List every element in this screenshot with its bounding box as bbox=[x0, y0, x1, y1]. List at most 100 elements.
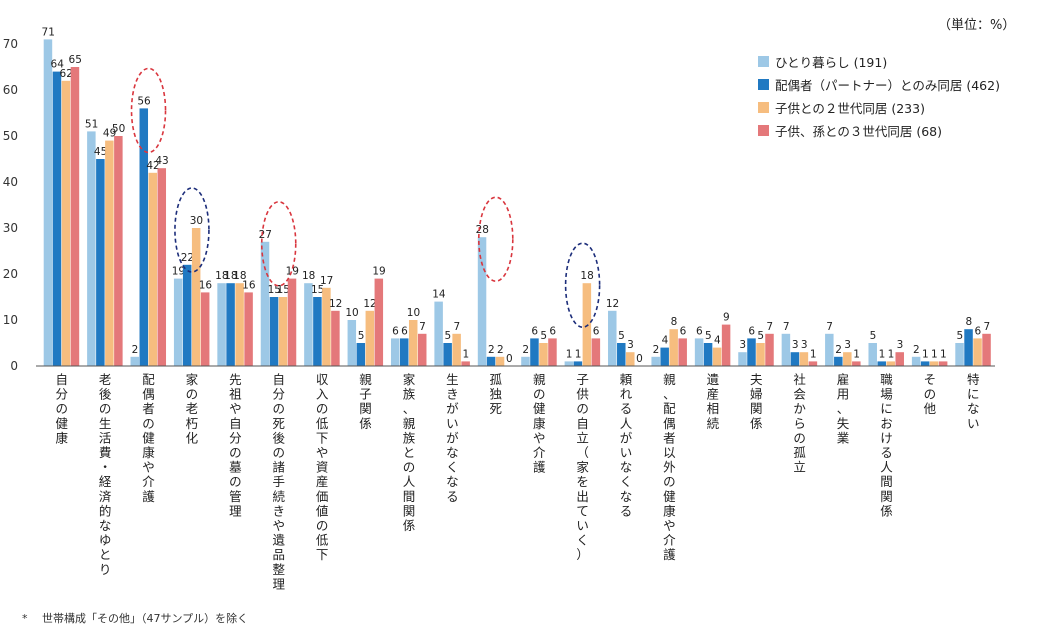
category-label: 遺産相続 bbox=[707, 372, 720, 431]
data-label: 2 bbox=[522, 344, 529, 356]
data-label: 18 bbox=[215, 270, 228, 282]
data-label: 5 bbox=[358, 330, 365, 342]
bar bbox=[278, 297, 288, 366]
data-label: 6 bbox=[748, 325, 755, 337]
data-label: 2 bbox=[132, 344, 139, 356]
data-label: 4 bbox=[714, 335, 721, 347]
data-label: 45 bbox=[94, 146, 107, 158]
data-label: 0 bbox=[636, 353, 643, 365]
data-label: 71 bbox=[42, 26, 55, 38]
data-label: 10 bbox=[407, 307, 420, 319]
data-label: 3 bbox=[897, 339, 904, 351]
bar bbox=[495, 356, 505, 366]
data-label: 7 bbox=[766, 321, 773, 333]
data-label: 19 bbox=[172, 266, 185, 278]
data-label: 2 bbox=[913, 344, 920, 356]
bar bbox=[712, 347, 722, 366]
data-label: 1 bbox=[853, 348, 860, 360]
data-label: 3 bbox=[792, 339, 799, 351]
data-label: 1 bbox=[463, 348, 470, 360]
data-label: 6 bbox=[401, 325, 408, 337]
category-label: 子供の自立（家を出ていく） bbox=[576, 372, 589, 562]
bar bbox=[521, 356, 530, 366]
bar bbox=[781, 333, 791, 366]
data-label: 1 bbox=[879, 348, 886, 360]
data-label: 14 bbox=[432, 289, 446, 301]
data-label: 7 bbox=[783, 321, 790, 333]
data-label: 0 bbox=[506, 353, 513, 365]
bar bbox=[452, 333, 461, 366]
data-label: 3 bbox=[844, 339, 851, 351]
data-label: 1 bbox=[888, 348, 895, 360]
bar bbox=[182, 264, 192, 366]
data-label: 6 bbox=[696, 325, 703, 337]
bar bbox=[973, 338, 982, 366]
bar bbox=[260, 241, 270, 366]
legend-item: ひとり暮らし (191) bbox=[758, 50, 1028, 73]
data-label: 2 bbox=[653, 344, 660, 356]
bar bbox=[130, 356, 140, 366]
bar bbox=[808, 361, 818, 366]
category-label: 生きがいがなくなる bbox=[446, 372, 459, 504]
bar bbox=[399, 338, 409, 366]
bar bbox=[799, 352, 809, 366]
unit-label: （単位：%） bbox=[938, 18, 1016, 33]
data-label: 2 bbox=[497, 344, 504, 356]
data-label: 5 bbox=[870, 330, 877, 342]
bar bbox=[539, 343, 548, 366]
bar bbox=[235, 283, 244, 366]
bar bbox=[982, 333, 991, 366]
bar bbox=[105, 140, 114, 366]
data-label: 1 bbox=[940, 348, 947, 360]
category-label: 老後の生活費・経済的なゆとり bbox=[99, 372, 112, 577]
bar bbox=[461, 361, 470, 366]
data-label: 22 bbox=[181, 252, 194, 264]
category-label: 親の健康や介護 bbox=[533, 372, 546, 475]
category-label: 親子関係 bbox=[359, 372, 372, 431]
bar bbox=[43, 39, 53, 367]
bar bbox=[573, 361, 583, 366]
bar bbox=[408, 320, 418, 366]
data-label: 50 bbox=[112, 123, 125, 135]
bar bbox=[895, 352, 904, 366]
bar bbox=[244, 292, 253, 366]
data-label: 2 bbox=[835, 344, 842, 356]
bar bbox=[886, 361, 895, 366]
bar bbox=[347, 320, 357, 366]
data-label: 18 bbox=[580, 270, 593, 282]
data-label: 3 bbox=[801, 339, 808, 351]
bar bbox=[790, 352, 800, 366]
data-label: 17 bbox=[320, 275, 333, 287]
bar bbox=[617, 343, 626, 366]
bar bbox=[269, 297, 279, 366]
data-label: 6 bbox=[392, 325, 399, 337]
data-label: 3 bbox=[627, 339, 634, 351]
data-label: 5 bbox=[618, 330, 625, 342]
bar bbox=[322, 287, 331, 366]
data-label: 1 bbox=[810, 348, 817, 360]
highlight-ellipse bbox=[130, 67, 167, 154]
bar bbox=[608, 310, 617, 366]
bar bbox=[678, 338, 687, 366]
bar bbox=[669, 329, 678, 366]
bar bbox=[356, 343, 366, 366]
data-label: 12 bbox=[363, 298, 376, 310]
data-label: 5 bbox=[757, 330, 764, 342]
category-label: 雇用、失業 bbox=[837, 372, 850, 445]
category-label: 孤独死 bbox=[490, 372, 503, 416]
data-label: 1 bbox=[931, 348, 938, 360]
data-label: 12 bbox=[606, 298, 619, 310]
y-tick-label: 20 bbox=[3, 267, 18, 281]
y-tick-label: 60 bbox=[3, 83, 18, 97]
bar bbox=[747, 338, 756, 366]
data-label: 6 bbox=[549, 325, 556, 337]
data-label: 56 bbox=[137, 95, 151, 107]
category-label: 頼れる人がいなくなる bbox=[620, 372, 633, 518]
data-label: 10 bbox=[345, 307, 358, 319]
bar bbox=[390, 338, 400, 366]
data-label: 15 bbox=[268, 284, 281, 296]
bar bbox=[486, 356, 496, 366]
data-label: 6 bbox=[531, 325, 538, 337]
bar bbox=[191, 228, 201, 366]
